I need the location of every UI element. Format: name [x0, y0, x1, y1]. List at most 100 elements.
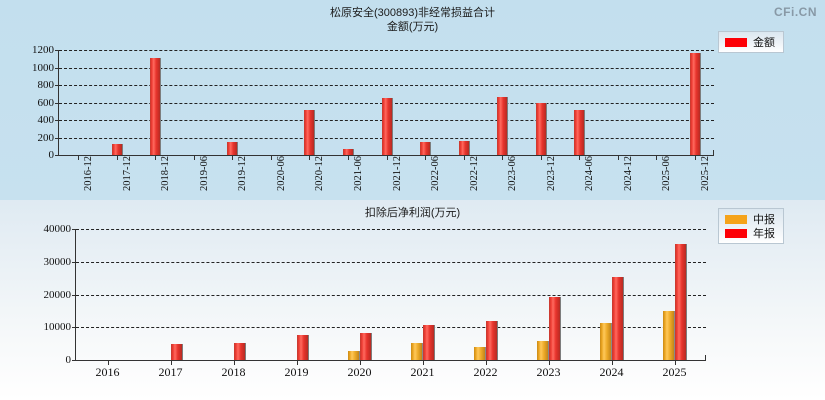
- x-axis-tick: [425, 155, 427, 160]
- bar-amount[interactable]: [458, 140, 470, 155]
- bar-amount[interactable]: [111, 144, 123, 155]
- bottom-chart-panel: [0, 200, 825, 400]
- bar-amount[interactable]: [150, 57, 162, 155]
- x-axis-label: 2022-06: [430, 156, 442, 191]
- legend-swatch-annual: [725, 228, 747, 238]
- x-axis-tick: [116, 155, 118, 160]
- bottom-chart-title-block: 扣除后净利润(万元): [0, 206, 825, 220]
- bar-interim[interactable]: [600, 322, 612, 360]
- x-axis-tick: [694, 155, 696, 160]
- legend-label-interim: 中报: [753, 214, 775, 226]
- x-axis-label: 2023-12: [545, 156, 557, 191]
- x-axis-tick: [170, 360, 172, 365]
- y-axis-tick: [72, 229, 76, 230]
- x-axis-label: 2022-12: [468, 156, 480, 191]
- y-axis-label: 40000: [43, 223, 72, 235]
- bottom-chart-legend: 中报 年报: [718, 208, 784, 244]
- bar-annual[interactable]: [486, 320, 498, 360]
- x-axis-label: 2025-06: [661, 156, 673, 191]
- y-axis-label: 1200: [32, 44, 54, 56]
- bottom-chart-title: 扣除后净利润(万元): [364, 207, 461, 219]
- bar-amount[interactable]: [227, 141, 239, 155]
- x-axis-label: 2017-12: [121, 156, 133, 191]
- y-axis-label: 30000: [43, 255, 72, 268]
- x-axis-label: 2022: [473, 365, 498, 379]
- bar-amount[interactable]: [574, 109, 586, 155]
- y-axis-label: 10000: [43, 321, 72, 334]
- x-axis-label: 2020-12: [314, 156, 326, 191]
- x-axis-tick: [155, 155, 157, 160]
- x-axis-tick: [107, 360, 109, 365]
- x-axis-tick: [548, 360, 550, 365]
- y-axis-label: 0: [48, 149, 55, 161]
- x-axis-label: 2025-12: [699, 156, 711, 191]
- bar-annual[interactable]: [612, 277, 624, 360]
- gridline: [59, 85, 714, 86]
- y-axis-tick: [55, 155, 59, 156]
- x-axis-label: 2020: [347, 365, 372, 379]
- bar-interim[interactable]: [537, 341, 549, 360]
- x-axis-tick: [422, 360, 424, 365]
- x-axis-label: 2024: [599, 365, 624, 379]
- x-axis-tick: [502, 155, 504, 160]
- x-axis-tick: [386, 155, 388, 160]
- x-axis-label: 2019-06: [198, 156, 210, 191]
- y-axis-label: 200: [37, 131, 55, 144]
- top-plot-area: 0 200 400 600 800 1000 1200 2016-12 2017-12 2018-…: [32, 44, 714, 191]
- legend-item-amount[interactable]: 金额: [725, 35, 775, 49]
- y-axis-label: 0: [65, 354, 72, 366]
- x-axis-tick: [617, 155, 619, 160]
- bar-interim[interactable]: [663, 310, 675, 360]
- y-axis-tick: [72, 261, 76, 263]
- bar-amount[interactable]: [420, 141, 432, 155]
- x-axis-tick: [78, 155, 80, 160]
- x-axis-label: 2023-06: [507, 156, 519, 191]
- bar-amount[interactable]: [689, 53, 701, 155]
- gridline: [76, 327, 706, 329]
- y-axis-label: 20000: [43, 288, 72, 301]
- x-axis-label: 2017: [158, 365, 183, 379]
- y-axis-label: 400: [37, 114, 55, 126]
- legend-swatch-amount: [725, 37, 747, 47]
- y-axis-label: 800: [37, 79, 55, 91]
- bar-annual[interactable]: [234, 342, 246, 360]
- x-axis-label: 2023: [536, 365, 561, 379]
- bar-annual[interactable]: [549, 296, 561, 360]
- x-axis-label: 2021: [410, 365, 435, 379]
- bar-interim[interactable]: [474, 346, 486, 360]
- x-axis-tick: [359, 360, 361, 365]
- x-axis-label: 2021-06: [352, 156, 364, 191]
- x-axis-label: 2020-06: [275, 156, 287, 191]
- y-axis-tick: [55, 137, 59, 139]
- gridline: [59, 50, 714, 51]
- gridline: [76, 229, 706, 230]
- bar-amount[interactable]: [535, 102, 547, 155]
- x-axis-label: 2025: [662, 365, 687, 379]
- y-axis-label: 600: [37, 96, 55, 109]
- x-axis-tick: [347, 155, 349, 160]
- x-axis-label: 2019: [284, 365, 309, 379]
- bar-annual[interactable]: [360, 333, 372, 360]
- bar-amount[interactable]: [497, 97, 509, 155]
- x-axis-tick: [270, 155, 272, 160]
- bar-annual[interactable]: [171, 344, 183, 360]
- bar-amount[interactable]: [381, 98, 393, 155]
- legend-label-annual: 年报: [753, 228, 775, 240]
- y-axis-tick: [55, 85, 59, 86]
- legend-item-interim[interactable]: 中报: [725, 212, 775, 226]
- gridline: [59, 67, 714, 69]
- legend-item-annual[interactable]: 年报: [725, 226, 775, 240]
- bar-annual[interactable]: [423, 325, 435, 360]
- bar-annual[interactable]: [297, 334, 309, 360]
- x-axis-tick: [309, 155, 311, 160]
- bar-interim[interactable]: [411, 343, 423, 360]
- watermark: CFi.CN: [774, 5, 817, 19]
- bar-interim[interactable]: [348, 350, 360, 360]
- bar-annual[interactable]: [675, 244, 687, 360]
- x-axis-label: 2018-12: [160, 156, 172, 191]
- bar-amount[interactable]: [342, 148, 354, 155]
- y-axis-tick: [55, 67, 59, 69]
- bar-amount[interactable]: [304, 109, 316, 155]
- x-axis-tick: [193, 155, 195, 160]
- x-axis-label: 2016-12: [83, 156, 95, 191]
